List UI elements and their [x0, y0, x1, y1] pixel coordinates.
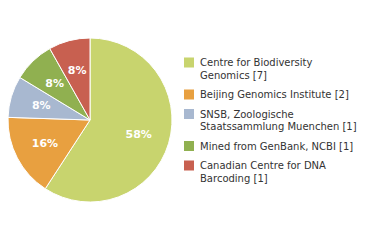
legend-entry: Beijing Genomics Institute [2]	[200, 89, 349, 100]
legend: Centre for BiodiversityGenomics [7] Beiji…	[184, 57, 357, 184]
data-label: 8%	[45, 77, 64, 90]
legend-swatch	[184, 141, 194, 151]
data-label: 16%	[32, 137, 58, 150]
legend-swatch	[184, 161, 194, 171]
chart-container: 58% 16% 8% 8% 8% Centre for BiodiversityGenom…	[0, 0, 380, 240]
legend-swatch	[184, 90, 194, 100]
chart: 58% 16% 8% 8% 8% Centre for BiodiversityGenom…	[0, 0, 380, 240]
data-labels: 58% 16% 8% 8% 8%	[32, 64, 152, 150]
data-label: 8%	[68, 64, 87, 77]
data-label: 8%	[32, 99, 51, 112]
pie	[8, 38, 172, 202]
data-label: 58%	[126, 128, 152, 141]
legend-swatch	[184, 58, 194, 68]
slice	[8, 117, 90, 188]
legend-entry: Canadian Centre for DNABarcoding [1]	[200, 160, 326, 184]
legend-entry: Centre for BiodiversityGenomics [7]	[200, 57, 313, 81]
legend-swatch	[184, 109, 194, 119]
legend-entry: SNSB, ZoologischeStaatssammlung Muenchen…	[200, 109, 357, 133]
legend-entry: Mined from GenBank, NCBI [1]	[200, 141, 353, 152]
